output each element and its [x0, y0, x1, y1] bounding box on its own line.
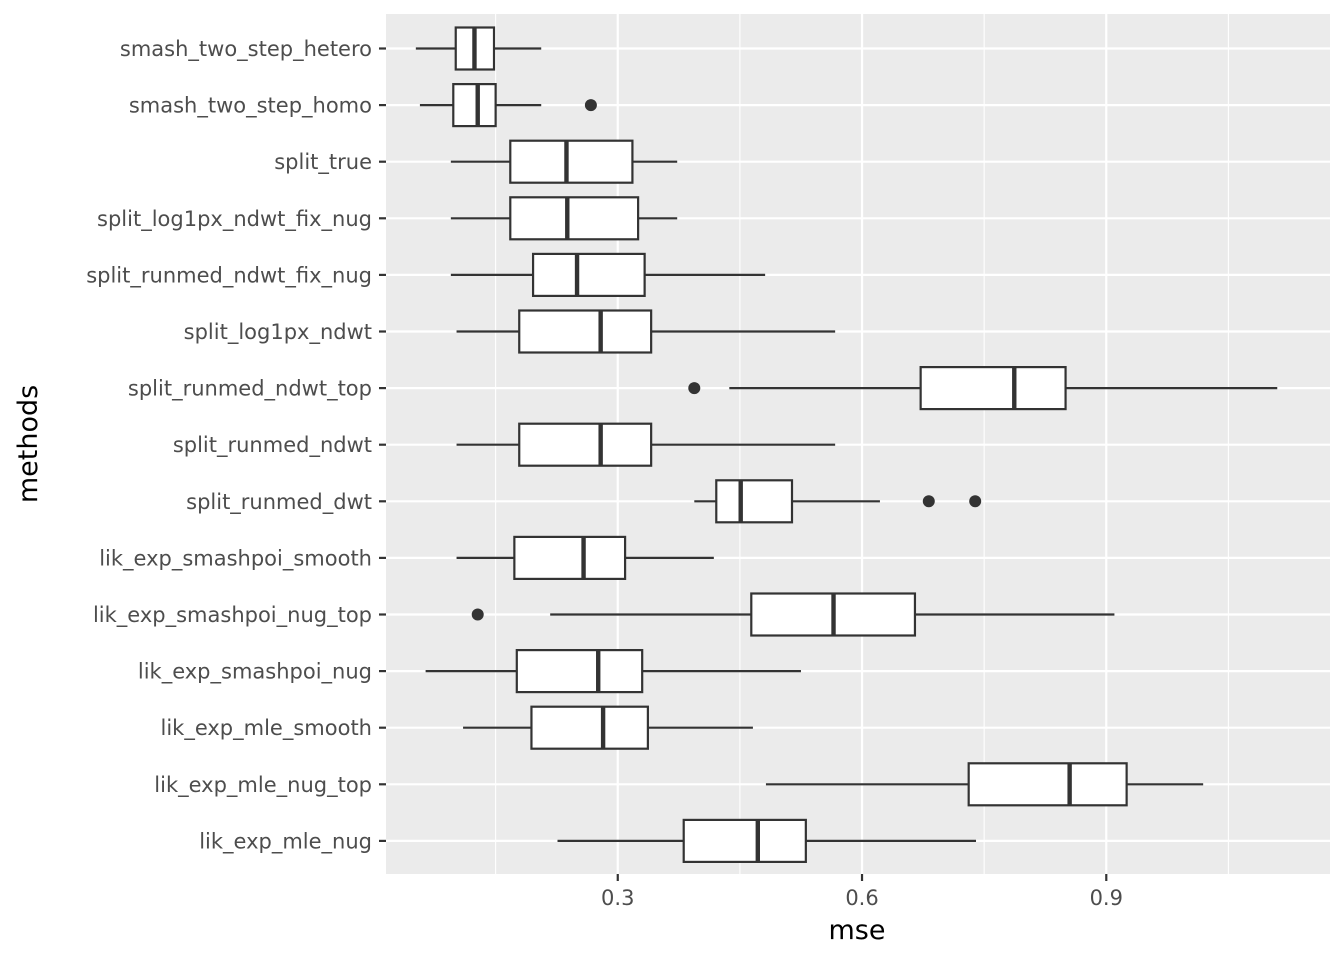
y-tick-label: lik_exp_smashpoi_nug_top — [93, 603, 372, 628]
interquartile-box — [513, 535, 627, 581]
interquartile-box — [515, 648, 644, 694]
box-lik_exp_smashpoi_nug — [425, 648, 801, 694]
y-tick-label: split_log1px_ndwt — [184, 320, 372, 345]
y-axis: smash_two_step_hetero smash_two_step_homo… — [86, 37, 386, 854]
box-layer — [415, 26, 1278, 864]
box-lik_exp_mle_nug_top — [765, 762, 1204, 807]
y-tick-label: split_true — [274, 150, 372, 175]
y-tick-label: smash_two_step_homo — [129, 94, 372, 119]
y-tick-label: split_runmed_dwt — [186, 490, 372, 515]
y-tick-label: lik_exp_mle_nug — [199, 829, 372, 854]
y-tick-label: lik_exp_mle_nug_top — [154, 773, 372, 798]
outlier-point — [688, 382, 701, 395]
box-split_runmed_ndwt_fix_nug — [450, 252, 766, 297]
x-axis-title: mse — [829, 915, 886, 946]
outlier-point — [922, 495, 935, 508]
box-split_runmed_dwt — [694, 479, 982, 524]
box-smash_two_step_hetero — [415, 26, 542, 71]
interquartile-box — [530, 705, 649, 750]
interquartile-box — [967, 762, 1128, 807]
box-lik_exp_smashpoi_smooth — [456, 535, 714, 581]
box-smash_two_step_homo — [419, 82, 597, 128]
y-tick-label: lik_exp_mle_smooth — [161, 716, 373, 741]
box-split_true — [450, 139, 678, 184]
x-tick-label: 0.3 — [601, 886, 634, 910]
y-tick-label: smash_two_step_hetero — [120, 37, 372, 62]
box-lik_exp_smashpoi_nug_top — [471, 592, 1115, 637]
interquartile-box — [682, 818, 807, 864]
box-split_runmed_ndwt — [456, 422, 836, 467]
y-tick-label: split_runmed_ndwt_top — [128, 377, 372, 402]
interquartile-box — [518, 309, 653, 354]
interquartile-box — [531, 252, 646, 297]
interquartile-box — [919, 366, 1067, 411]
x-axis: 0.3 0.6 0.9 — [601, 874, 1123, 910]
box-split_log1px_ndwt — [456, 309, 836, 354]
y-tick-label: split_runmed_ndwt_fix_nug — [86, 263, 372, 288]
y-tick-label: lik_exp_smashpoi_smooth — [99, 546, 372, 571]
box-split_runmed_ndwt_top — [688, 366, 1278, 411]
interquartile-box — [715, 479, 794, 524]
x-tick-label: 0.9 — [1090, 886, 1123, 910]
outlier-point — [969, 495, 982, 508]
box-lik_exp_mle_smooth — [463, 705, 753, 750]
box-lik_exp_mle_nug — [557, 818, 977, 864]
outlier-point — [584, 99, 597, 112]
y-tick-label: split_log1px_ndwt_fix_nug — [97, 207, 372, 232]
interquartile-box — [452, 82, 497, 128]
outlier-point — [471, 608, 484, 621]
x-tick-label: 0.6 — [845, 886, 878, 910]
y-tick-label: split_runmed_ndwt — [173, 433, 372, 458]
y-axis-title: methods — [13, 385, 44, 503]
interquartile-box — [518, 422, 653, 467]
interquartile-box — [509, 196, 640, 241]
interquartile-box — [509, 139, 634, 184]
box-split_log1px_ndwt_fix_nug — [450, 196, 678, 241]
y-tick-label: lik_exp_smashpoi_nug — [138, 660, 372, 685]
